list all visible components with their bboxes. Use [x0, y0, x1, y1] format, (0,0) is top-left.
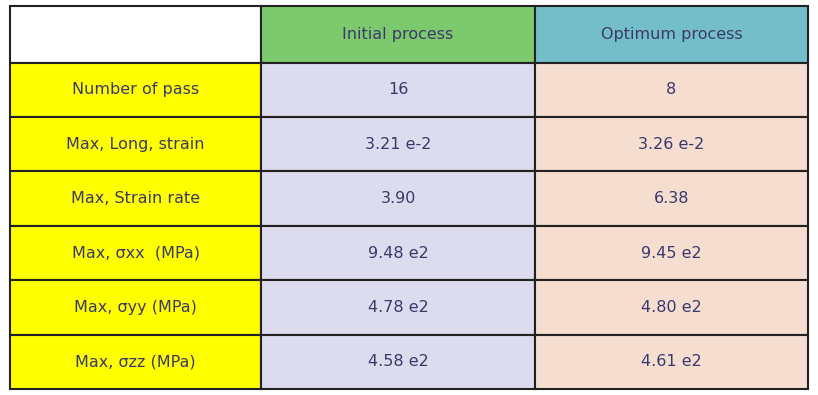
Bar: [535, 63, 808, 117]
Text: 9.45 e2: 9.45 e2: [641, 246, 702, 261]
Text: Max, σzz (MPa): Max, σzz (MPa): [75, 354, 196, 369]
Text: 6.38: 6.38: [654, 191, 690, 206]
Bar: [535, 335, 808, 389]
Bar: [535, 226, 808, 280]
Bar: [535, 6, 808, 63]
Text: 16: 16: [388, 82, 408, 97]
Bar: [10, 117, 261, 171]
Text: 3.21 e-2: 3.21 e-2: [365, 137, 431, 152]
Text: Max, Strain rate: Max, Strain rate: [71, 191, 200, 206]
Bar: [10, 335, 261, 389]
Text: 4.78 e2: 4.78 e2: [367, 300, 429, 315]
Bar: [10, 171, 261, 226]
Bar: [10, 6, 261, 63]
Text: 4.80 e2: 4.80 e2: [641, 300, 702, 315]
Text: 3.90: 3.90: [380, 191, 416, 206]
Text: 3.26 e-2: 3.26 e-2: [638, 137, 704, 152]
Text: 9.48 e2: 9.48 e2: [367, 246, 429, 261]
Bar: [535, 171, 808, 226]
Bar: [261, 63, 535, 117]
Bar: [261, 280, 535, 335]
Bar: [535, 280, 808, 335]
Text: Max, Long, strain: Max, Long, strain: [66, 137, 204, 152]
Text: 4.58 e2: 4.58 e2: [367, 354, 429, 369]
Bar: [261, 335, 535, 389]
Bar: [10, 226, 261, 280]
Bar: [10, 280, 261, 335]
Text: Optimum process: Optimum process: [600, 27, 742, 42]
Text: 8: 8: [667, 82, 676, 97]
Text: 4.61 e2: 4.61 e2: [641, 354, 702, 369]
Text: Number of pass: Number of pass: [72, 82, 199, 97]
Text: Initial process: Initial process: [343, 27, 454, 42]
Bar: [261, 117, 535, 171]
Bar: [261, 6, 535, 63]
Text: Max, σyy (MPa): Max, σyy (MPa): [74, 300, 197, 315]
Bar: [261, 226, 535, 280]
Text: Max, σxx  (MPa): Max, σxx (MPa): [71, 246, 200, 261]
Bar: [10, 63, 261, 117]
Bar: [261, 171, 535, 226]
Bar: [535, 117, 808, 171]
